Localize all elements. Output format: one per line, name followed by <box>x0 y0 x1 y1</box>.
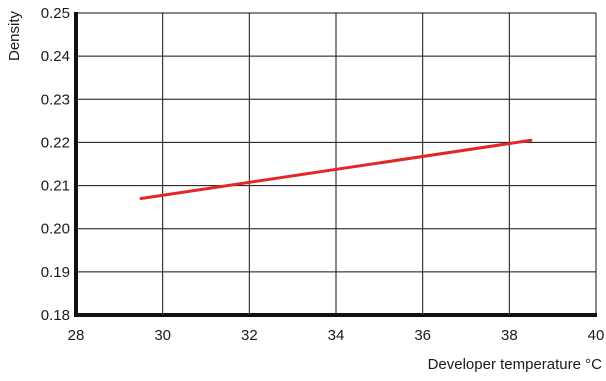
grid <box>75 12 597 316</box>
x-axis-title: Developer temperature °C <box>428 356 603 373</box>
x-tick-label: 32 <box>241 327 258 344</box>
x-tick-label: 36 <box>414 327 431 344</box>
y-tick-label: 0.24 <box>41 48 70 65</box>
x-tick-label: 28 <box>68 327 85 344</box>
x-tick-label: 40 <box>588 327 605 344</box>
y-tick-label: 0.22 <box>41 134 70 151</box>
y-tick-label: 0.25 <box>41 5 70 22</box>
y-tick-label: 0.20 <box>41 221 70 238</box>
series <box>139 138 533 201</box>
y-tick-label: 0.19 <box>41 264 70 281</box>
y-tick-label: 0.18 <box>41 307 70 324</box>
axes <box>74 12 597 317</box>
y-tick-label: 0.21 <box>41 178 70 195</box>
y-axis-title: Density <box>6 10 23 61</box>
x-tick-label: 34 <box>328 327 345 344</box>
x-tick-label: 30 <box>154 327 171 344</box>
series-line <box>139 138 533 201</box>
x-tick-label: 38 <box>501 327 518 344</box>
y-tick-label: 0.23 <box>41 91 70 108</box>
tick-labels: 28 30 32 34 36 38 40 0.18 0.19 0.20 0.21 0.22 0.23 0.… <box>41 5 605 344</box>
